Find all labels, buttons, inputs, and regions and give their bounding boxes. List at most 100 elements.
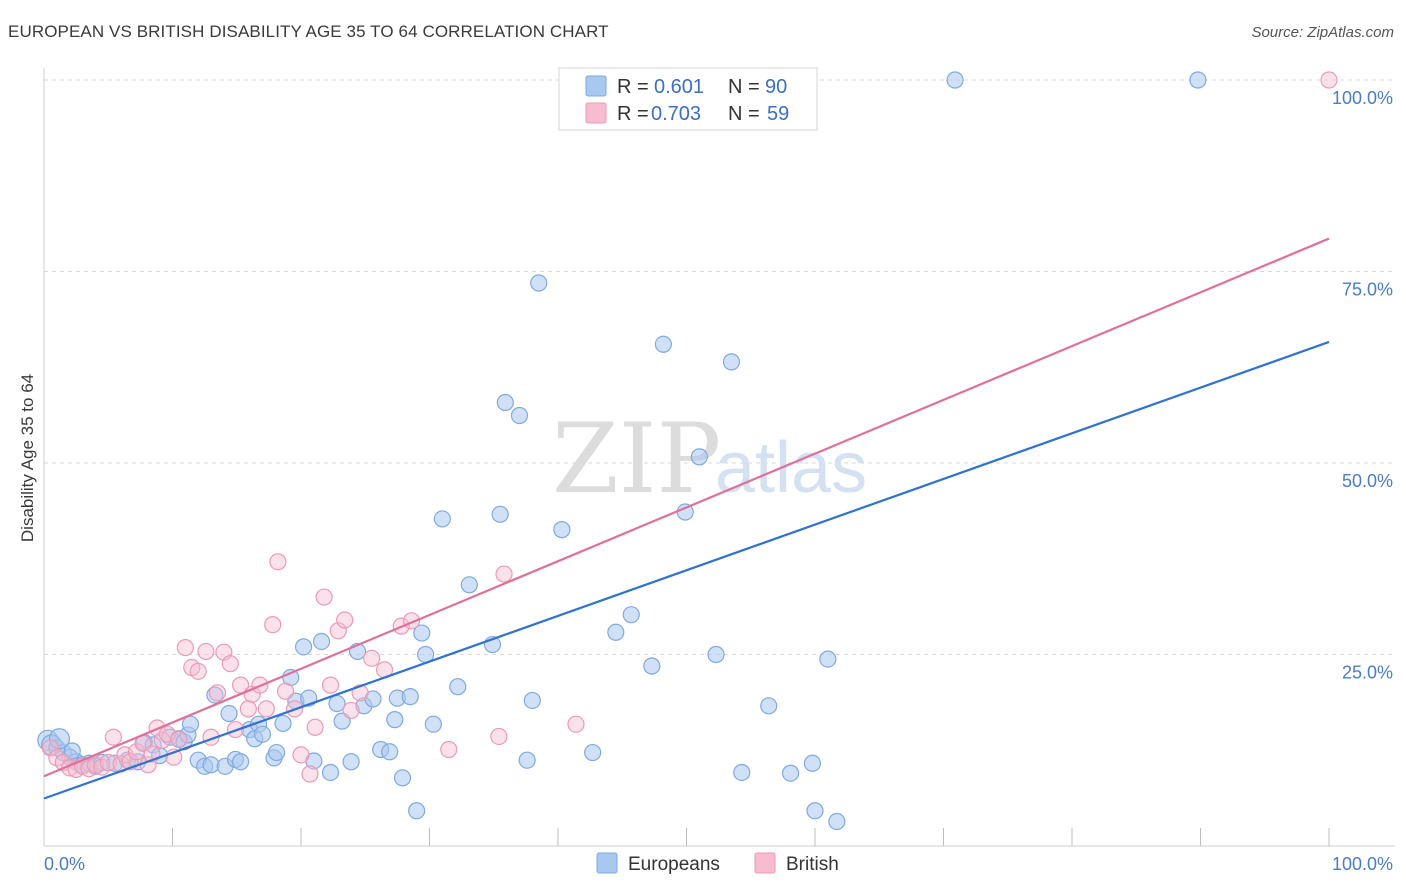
british-point xyxy=(257,700,275,718)
bottom-legend-europeans: Europeans xyxy=(628,854,720,875)
british-point xyxy=(104,728,122,746)
grid-lines xyxy=(44,79,1395,655)
europeans-point xyxy=(654,335,672,353)
y-tick-labels: 25.0% 50.0% 75.0% 100.0% xyxy=(1332,88,1393,683)
europeans-point xyxy=(48,728,71,750)
chart-title: EUROPEAN VS BRITISH DISABILITY AGE 35 TO… xyxy=(8,22,609,41)
british-point xyxy=(208,684,227,702)
europeans-point xyxy=(253,725,272,743)
bottom-legend-swatch-british xyxy=(754,852,776,874)
europeans-point xyxy=(206,686,224,704)
europeans-point xyxy=(1189,71,1207,89)
x-tick-label-max: 100.0% xyxy=(1332,854,1393,874)
british-point xyxy=(301,765,319,783)
europeans-point xyxy=(312,632,331,651)
british-point xyxy=(41,739,60,757)
legend-n-label: N = xyxy=(728,76,760,98)
europeans-point xyxy=(449,678,467,696)
europeans-point xyxy=(232,753,250,771)
y-axis-title: Disability Age 35 to 64 xyxy=(18,374,37,542)
europeans-point xyxy=(408,802,426,820)
british-point xyxy=(239,700,257,718)
europeans-point xyxy=(202,756,220,774)
british-point xyxy=(315,588,333,606)
british-point xyxy=(567,715,585,733)
europeans-point xyxy=(803,754,822,772)
british-point xyxy=(336,611,354,629)
british-point xyxy=(363,649,381,667)
europeans-point xyxy=(643,657,661,675)
legend-n-label: N = xyxy=(728,103,760,125)
source-label: Source: ZipAtlas.com xyxy=(1251,24,1394,41)
europeans-point xyxy=(518,751,536,769)
legend-r-value: 0.601 xyxy=(654,76,704,98)
british-points xyxy=(41,71,1338,783)
british-point xyxy=(197,642,215,661)
british-point xyxy=(189,662,207,680)
europeans-point xyxy=(806,802,824,820)
british-point xyxy=(292,746,310,764)
europeans-point xyxy=(828,812,846,831)
british-point xyxy=(321,676,340,694)
legend: R = 0.601 N = 90 R = 0.703 N = 59 xyxy=(558,67,818,131)
british-point xyxy=(306,718,324,736)
british-point xyxy=(490,727,508,746)
europeans-point xyxy=(510,406,529,425)
legend-swatch-europeans xyxy=(585,75,607,97)
europeans-point xyxy=(460,576,478,594)
europeans-point xyxy=(433,510,451,528)
europeans-point xyxy=(401,688,419,706)
legend-r-label: R = xyxy=(617,103,649,125)
europeans-point xyxy=(733,763,751,782)
europeans-point xyxy=(386,711,404,729)
europeans-point xyxy=(622,606,640,624)
british-point xyxy=(269,553,287,571)
british-point xyxy=(99,753,117,772)
y-tick-label: 25.0% xyxy=(1342,663,1393,683)
bottom-legend-british: British xyxy=(786,854,839,875)
europeans-point xyxy=(607,623,625,641)
british-point xyxy=(221,655,239,673)
british-point xyxy=(329,622,347,640)
europeans-point xyxy=(722,353,741,371)
europeans-trend-line xyxy=(43,340,1330,800)
x-tick-label-min: 0.0% xyxy=(44,854,85,874)
europeans-point xyxy=(781,764,800,782)
europeans-point xyxy=(393,769,412,787)
british-trend-line xyxy=(43,237,1330,778)
british-point xyxy=(495,565,513,583)
europeans-point xyxy=(381,743,399,761)
europeans-point xyxy=(181,715,200,733)
europeans-point xyxy=(584,743,602,762)
europeans-point xyxy=(63,742,81,760)
europeans-point xyxy=(553,521,571,539)
y-tick-label: 75.0% xyxy=(1342,280,1393,300)
british-point xyxy=(351,684,369,702)
y-tick-label: 50.0% xyxy=(1342,471,1393,491)
british-point xyxy=(440,740,458,759)
europeans-point xyxy=(321,763,340,782)
british-point xyxy=(264,616,282,634)
x-ticks xyxy=(172,828,1330,846)
british-point xyxy=(342,701,360,720)
axes xyxy=(43,68,1395,847)
europeans-point xyxy=(690,448,708,466)
watermark-atlas: atlas xyxy=(715,428,867,508)
europeans-point xyxy=(274,714,292,733)
british-point xyxy=(276,682,295,700)
legend-n-value: 59 xyxy=(767,103,789,125)
british-point xyxy=(170,730,188,749)
europeans-point xyxy=(523,691,541,710)
legend-r-value: 0.703 xyxy=(651,103,701,125)
europeans-point xyxy=(294,638,313,656)
europeans-point xyxy=(819,650,837,668)
british-point xyxy=(1320,71,1338,89)
legend-r-label: R = xyxy=(617,76,649,98)
europeans-point xyxy=(946,71,964,89)
bottom-legend: Europeans British xyxy=(596,852,839,875)
europeans-point xyxy=(220,704,238,723)
british-point xyxy=(176,639,194,657)
europeans-point xyxy=(413,624,431,642)
europeans-point xyxy=(267,743,286,762)
europeans-point xyxy=(342,753,360,771)
